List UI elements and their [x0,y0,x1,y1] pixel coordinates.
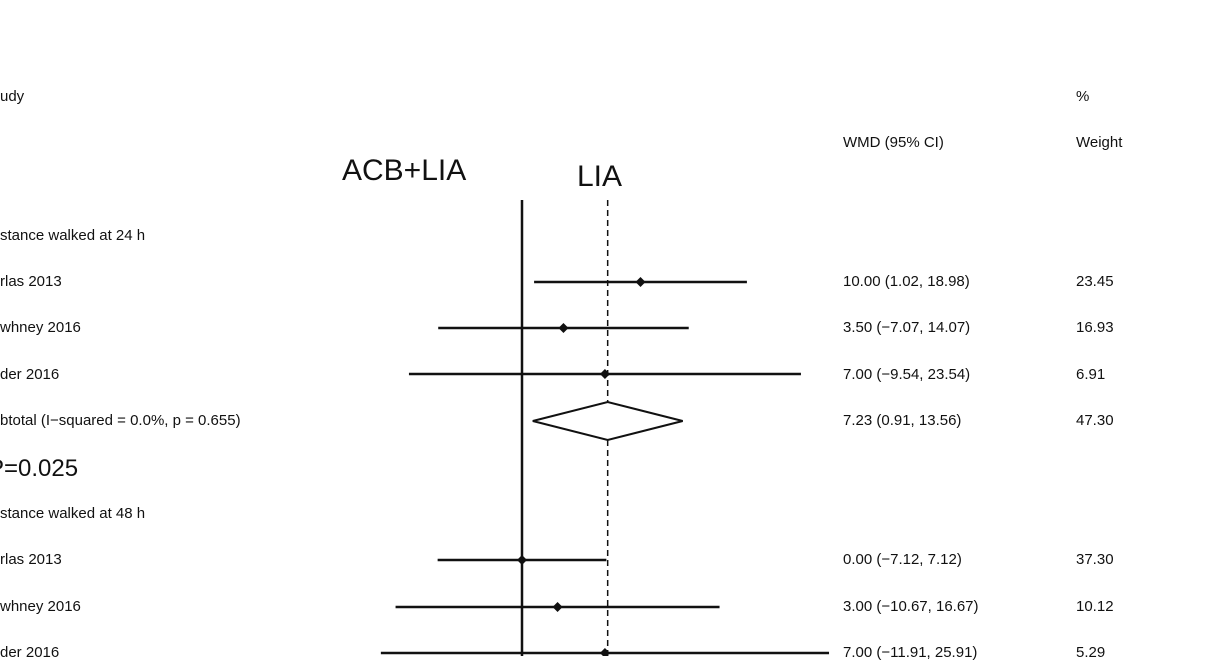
subtotal-diamond [533,402,683,440]
point-estimate-marker [517,555,527,565]
point-estimate-marker [553,602,563,612]
point-estimate-marker [600,369,610,379]
point-estimate-marker [636,277,646,287]
point-estimate-marker [600,648,610,656]
point-estimate-marker [558,323,568,333]
